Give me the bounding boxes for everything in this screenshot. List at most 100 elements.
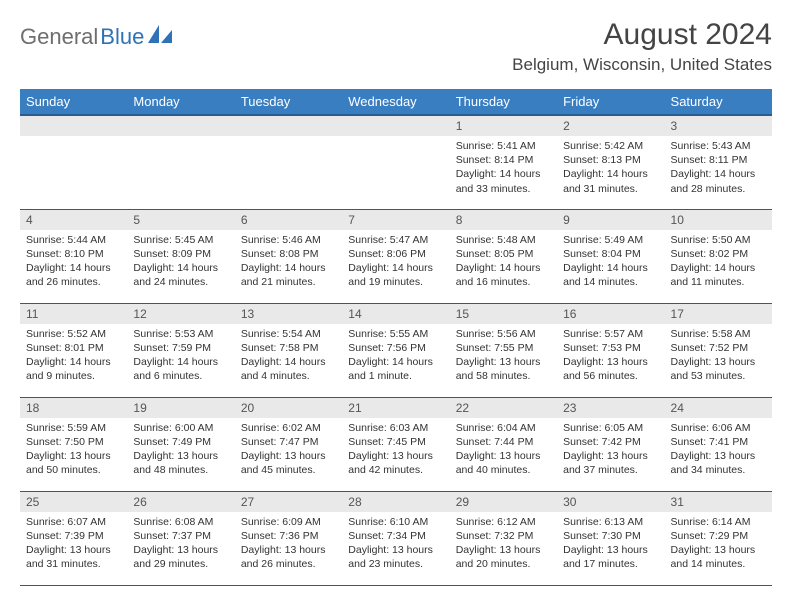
sunset-line: Sunset: 8:01 PM — [26, 341, 121, 355]
daylight-line: Daylight: 14 hours and 1 minute. — [348, 355, 443, 383]
sunrise-line: Sunrise: 6:00 AM — [133, 421, 228, 435]
sunset-line: Sunset: 8:13 PM — [563, 153, 658, 167]
calendar-cell: 1Sunrise: 5:41 AMSunset: 8:14 PMDaylight… — [450, 115, 557, 209]
calendar-body: 1Sunrise: 5:41 AMSunset: 8:14 PMDaylight… — [20, 115, 772, 585]
calendar-cell: 26 Sunrise: 6:08 AMSunset: 7:37 PMDayligh… — [127, 491, 234, 585]
sunset-line: Sunset: 7:39 PM — [26, 529, 121, 543]
day-number-empty — [20, 116, 127, 136]
calendar-cell: 18Sunrise: 5:59 AMSunset: 7:50 PMDayligh… — [20, 397, 127, 491]
sunset-line: Sunset: 8:09 PM — [133, 247, 228, 261]
day-data: Sunrise: 6:05 AMSunset: 7:42 PMDaylight:… — [557, 418, 664, 483]
day-number: 15 — [450, 304, 557, 324]
day-data: Sunrise: 5:55 AMSunset: 7:56 PMDaylight:… — [342, 324, 449, 389]
sunset-line: Sunset: 7:47 PM — [241, 435, 336, 449]
sunrise-line: Sunrise: 6:08 AM — [133, 515, 228, 529]
sunrise-line: Sunrise: 6:02 AM — [241, 421, 336, 435]
sunrise-line: Sunrise: 6:06 AM — [671, 421, 766, 435]
day-header: Saturday — [665, 89, 772, 115]
day-number-empty — [235, 116, 342, 136]
sunrise-line: Sunrise: 5:46 AM — [241, 233, 336, 247]
sunrise-line: Sunrise: 5:52 AM — [26, 327, 121, 341]
calendar-cell — [235, 115, 342, 209]
daylight-line: Daylight: 13 hours and 50 minutes. — [26, 449, 121, 477]
calendar-cell: 13Sunrise: 5:54 AMSunset: 7:58 PMDayligh… — [235, 303, 342, 397]
header: GeneralBlue August 2024 Belgium, Wiscons… — [20, 18, 772, 75]
sunset-line: Sunset: 7:32 PM — [456, 529, 551, 543]
sunrise-line: Sunrise: 5:45 AM — [133, 233, 228, 247]
sunset-line: Sunset: 7:44 PM — [456, 435, 551, 449]
calendar-cell: 8Sunrise: 5:48 AMSunset: 8:05 PMDaylight… — [450, 209, 557, 303]
day-number: 31 — [665, 492, 772, 512]
sunset-line: Sunset: 8:11 PM — [671, 153, 766, 167]
day-data: Sunrise: 6:04 AMSunset: 7:44 PMDaylight:… — [450, 418, 557, 483]
logo-text-blue: Blue — [100, 24, 144, 50]
day-number: 19 — [127, 398, 234, 418]
sunset-line: Sunset: 7:41 PM — [671, 435, 766, 449]
day-data: Sunrise: 5:57 AMSunset: 7:53 PMDaylight:… — [557, 324, 664, 389]
day-number: 7 — [342, 210, 449, 230]
calendar-cell: 30Sunrise: 6:13 AMSunset: 7:30 PMDayligh… — [557, 491, 664, 585]
daylight-line: Daylight: 14 hours and 24 minutes. — [133, 261, 228, 289]
day-number: 4 — [20, 210, 127, 230]
daylight-line: Daylight: 14 hours and 31 minutes. — [563, 167, 658, 195]
calendar-cell: 5Sunrise: 5:45 AMSunset: 8:09 PMDaylight… — [127, 209, 234, 303]
day-data: Sunrise: 5:45 AMSunset: 8:09 PMDaylight:… — [127, 230, 234, 295]
sunset-line: Sunset: 7:30 PM — [563, 529, 658, 543]
day-data: Sunrise: 6:13 AMSunset: 7:30 PMDaylight:… — [557, 512, 664, 577]
calendar-cell: 11Sunrise: 5:52 AMSunset: 8:01 PMDayligh… — [20, 303, 127, 397]
day-data: Sunrise: 5:47 AMSunset: 8:06 PMDaylight:… — [342, 230, 449, 295]
sunrise-line: Sunrise: 6:14 AM — [671, 515, 766, 529]
daylight-line: Daylight: 14 hours and 14 minutes. — [563, 261, 658, 289]
sunset-line: Sunset: 8:10 PM — [26, 247, 121, 261]
calendar-cell: 17Sunrise: 5:58 AMSunset: 7:52 PMDayligh… — [665, 303, 772, 397]
sunset-line: Sunset: 7:55 PM — [456, 341, 551, 355]
day-number: 2 — [557, 116, 664, 136]
sunrise-line: Sunrise: 6:07 AM — [26, 515, 121, 529]
sunset-line: Sunset: 7:37 PM — [133, 529, 228, 543]
sunrise-line: Sunrise: 6:05 AM — [563, 421, 658, 435]
sunset-line: Sunset: 7:53 PM — [563, 341, 658, 355]
day-number: 29 — [450, 492, 557, 512]
calendar-cell: 27Sunrise: 6:09 AMSunset: 7:36 PMDayligh… — [235, 491, 342, 585]
daylight-line: Daylight: 14 hours and 4 minutes. — [241, 355, 336, 383]
daylight-line: Daylight: 14 hours and 21 minutes. — [241, 261, 336, 289]
day-header: Tuesday — [235, 89, 342, 115]
day-number: 5 — [127, 210, 234, 230]
sunrise-line: Sunrise: 5:49 AM — [563, 233, 658, 247]
day-number: 20 — [235, 398, 342, 418]
day-header: Thursday — [450, 89, 557, 115]
daylight-line: Daylight: 13 hours and 20 minutes. — [456, 543, 551, 571]
daylight-line: Daylight: 13 hours and 40 minutes. — [456, 449, 551, 477]
daylight-line: Daylight: 13 hours and 42 minutes. — [348, 449, 443, 477]
day-data: Sunrise: 6:03 AMSunset: 7:45 PMDaylight:… — [342, 418, 449, 483]
sunrise-line: Sunrise: 5:53 AM — [133, 327, 228, 341]
daylight-line: Daylight: 13 hours and 23 minutes. — [348, 543, 443, 571]
day-number: 17 — [665, 304, 772, 324]
day-data: Sunrise: 6:07 AMSunset: 7:39 PMDaylight:… — [20, 512, 127, 577]
location: Belgium, Wisconsin, United States — [512, 55, 772, 75]
day-data: Sunrise: 5:46 AMSunset: 8:08 PMDaylight:… — [235, 230, 342, 295]
sunset-line: Sunset: 7:59 PM — [133, 341, 228, 355]
day-data: Sunrise: 5:42 AMSunset: 8:13 PMDaylight:… — [557, 136, 664, 201]
daylight-line: Daylight: 13 hours and 34 minutes. — [671, 449, 766, 477]
day-number: 13 — [235, 304, 342, 324]
daylight-line: Daylight: 13 hours and 29 minutes. — [133, 543, 228, 571]
day-number: 12 — [127, 304, 234, 324]
day-data: Sunrise: 5:50 AMSunset: 8:02 PMDaylight:… — [665, 230, 772, 295]
daylight-line: Daylight: 14 hours and 26 minutes. — [26, 261, 121, 289]
day-number: 24 — [665, 398, 772, 418]
day-data: Sunrise: 6:12 AMSunset: 7:32 PMDaylight:… — [450, 512, 557, 577]
day-header: Monday — [127, 89, 234, 115]
day-data: Sunrise: 5:49 AMSunset: 8:04 PMDaylight:… — [557, 230, 664, 295]
day-number-empty — [342, 116, 449, 136]
calendar-cell: 14Sunrise: 5:55 AMSunset: 7:56 PMDayligh… — [342, 303, 449, 397]
sunrise-line: Sunrise: 5:59 AM — [26, 421, 121, 435]
daylight-line: Daylight: 13 hours and 48 minutes. — [133, 449, 228, 477]
calendar-cell: 3Sunrise: 5:43 AMSunset: 8:11 PMDaylight… — [665, 115, 772, 209]
day-number: 10 — [665, 210, 772, 230]
day-number: 21 — [342, 398, 449, 418]
day-number: 26 — [127, 492, 234, 512]
sunset-line: Sunset: 8:02 PM — [671, 247, 766, 261]
day-number: 25 — [20, 492, 127, 512]
calendar-cell — [20, 115, 127, 209]
